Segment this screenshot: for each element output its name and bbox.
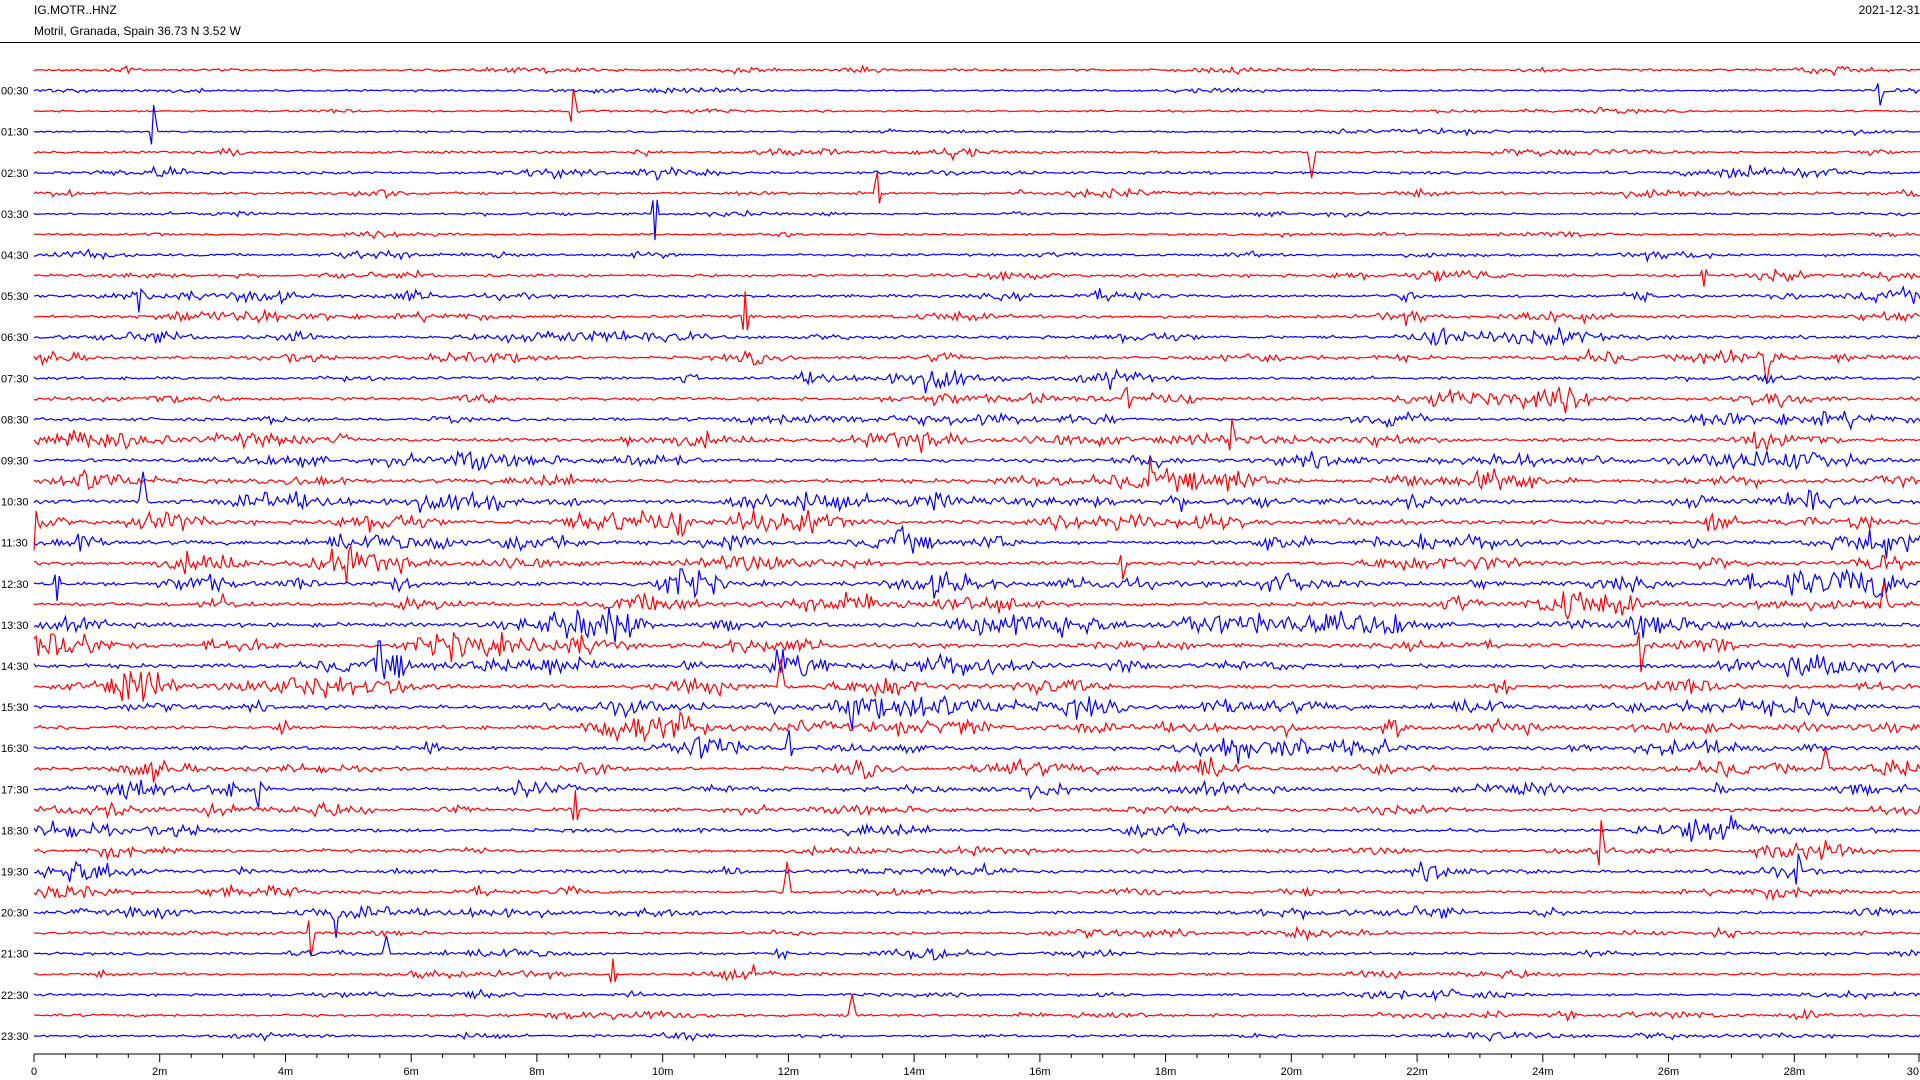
- trace-row-4: [33, 146, 1920, 179]
- time-axis: 0 2m 4m 6m 8m 10m 12m 14m 16m 18m 20m 22m 24m 26m 28m 3…: [31, 1053, 1920, 1078]
- trace-row-38: [33, 820, 1920, 866]
- hour-label-group: 00:30 01:30 02:30 03:30 04:30 05:30 06:30 07:30…: [1, 86, 29, 1043]
- hour-label: 21:30: [1, 949, 29, 961]
- trace-row-6: [33, 171, 1920, 204]
- x-tick-label: 2m: [152, 1066, 167, 1078]
- trace-row-20: [33, 458, 1920, 493]
- x-tick-label: 12m: [778, 1066, 799, 1078]
- hour-label: 17:30: [1, 784, 29, 796]
- x-tick-label: 10m: [652, 1066, 673, 1078]
- hour-label: 07:30: [1, 373, 29, 385]
- trace-row-25: [33, 568, 1920, 601]
- x-tick-label: 14m: [903, 1066, 924, 1078]
- trace-row-10: [33, 268, 1920, 287]
- hour-label: 15:30: [1, 702, 29, 714]
- trace-row-33: [33, 730, 1920, 765]
- hour-label: 05:30: [1, 291, 29, 303]
- hour-label: 19:30: [1, 867, 29, 879]
- trace-row-39: [33, 853, 1920, 885]
- trace-row-17: [33, 410, 1920, 431]
- trace-row-46: [33, 994, 1920, 1023]
- trace-row-26: [33, 582, 1920, 621]
- trace-row-21: [33, 471, 1920, 513]
- hour-label: 00:30: [1, 86, 29, 98]
- record-date: 2021-12-31: [1858, 3, 1920, 17]
- hour-label: 09:30: [1, 455, 29, 467]
- trace-row-42: [33, 920, 1920, 957]
- trace-row-24: [33, 543, 1920, 584]
- trace-row-22: [33, 509, 1920, 551]
- trace-row-28: [33, 632, 1920, 673]
- hour-label: 22:30: [1, 990, 29, 1002]
- trace-row-29: [33, 640, 1920, 680]
- x-tick-label: 20m: [1281, 1066, 1302, 1078]
- x-tick-label: 28m: [1784, 1066, 1805, 1078]
- trace-row-5: [33, 164, 1920, 181]
- header-divider: [0, 42, 1920, 43]
- hour-label: 04:30: [1, 250, 29, 262]
- trace-row-8: [33, 230, 1920, 240]
- trace-row-30: [33, 659, 1920, 702]
- trace-group: [33, 64, 1920, 1043]
- trace-row-32: [33, 710, 1920, 743]
- x-tick-label: 26m: [1658, 1066, 1679, 1078]
- x-tick-label: 30: [1907, 1066, 1919, 1078]
- trace-row-37: [33, 815, 1920, 842]
- trace-row-40: [33, 861, 1920, 902]
- x-tick-label: 24m: [1532, 1066, 1553, 1078]
- trace-row-36: [33, 790, 1920, 821]
- trace-row-3: [33, 104, 1920, 145]
- trace-row-15: [33, 368, 1920, 394]
- trace-row-44: [33, 958, 1920, 983]
- hour-label: 14:30: [1, 661, 29, 673]
- hour-label: 01:30: [1, 127, 29, 139]
- hour-label: 08:30: [1, 414, 29, 426]
- trace-row-16: [33, 385, 1920, 414]
- trace-row-7: [33, 199, 1920, 241]
- x-tick-label: 22m: [1406, 1066, 1427, 1078]
- x-tick-label: 6m: [404, 1066, 419, 1078]
- x-tick-label: 0: [31, 1066, 37, 1078]
- trace-row-18: [33, 419, 1920, 454]
- trace-row-31: [33, 694, 1920, 730]
- hour-label: 06:30: [1, 332, 29, 344]
- trace-row-11: [33, 285, 1920, 313]
- trace-row-13: [33, 327, 1920, 347]
- trace-row-45: [33, 988, 1920, 1002]
- hour-label: 02:30: [1, 168, 29, 180]
- hour-label: 11:30: [1, 538, 28, 550]
- hour-label: 18:30: [1, 825, 29, 837]
- trace-row-43: [33, 935, 1920, 961]
- hour-label: 10:30: [1, 497, 29, 509]
- trace-row-2: [33, 89, 1920, 122]
- trace-row-41: [33, 904, 1920, 939]
- x-tick-label: 18m: [1155, 1066, 1176, 1078]
- header: IG.MOTR..HNZ Motril, Granada, Spain 36.7…: [0, 0, 1920, 43]
- trace-row-14: [33, 347, 1920, 384]
- x-tick-label: 16m: [1029, 1066, 1050, 1078]
- hour-label: 03:30: [1, 209, 29, 221]
- trace-row-23: [33, 524, 1920, 559]
- hour-label: 23:30: [1, 1031, 29, 1043]
- trace-row-1: [33, 83, 1920, 106]
- x-tick-label: 8m: [529, 1066, 544, 1078]
- x-tick-label: 4m: [278, 1066, 293, 1078]
- trace-row-12: [33, 291, 1920, 331]
- hour-label: 20:30: [1, 908, 29, 920]
- trace-row-34: [33, 748, 1920, 783]
- station-code: IG.MOTR..HNZ: [34, 3, 117, 17]
- trace-row-0: [33, 64, 1920, 77]
- hour-label: 13:30: [1, 620, 29, 632]
- station-location: Motril, Granada, Spain 36.73 N 3.52 W: [34, 24, 241, 38]
- trace-row-47: [33, 1031, 1920, 1043]
- hour-label: 12:30: [1, 579, 29, 591]
- trace-row-35: [33, 778, 1920, 808]
- trace-row-9: [33, 248, 1920, 264]
- trace-row-19: [33, 449, 1920, 472]
- trace-row-27: [33, 607, 1920, 643]
- hour-label: 16:30: [1, 743, 29, 755]
